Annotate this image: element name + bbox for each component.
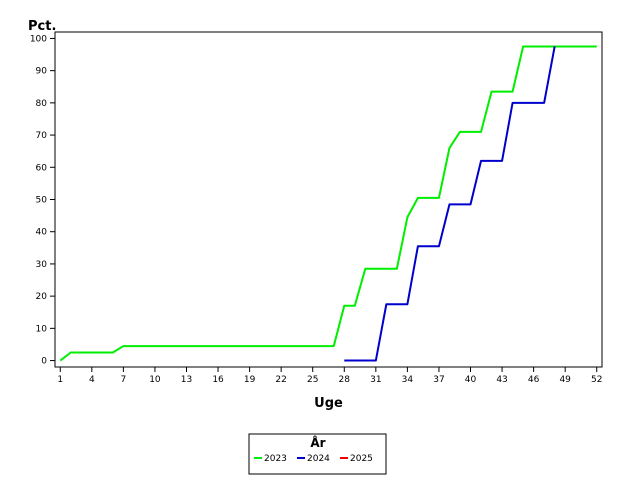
x-tick-label: 40 (465, 375, 477, 385)
legend-title: År (310, 435, 325, 450)
y-tick-label: 80 (36, 99, 48, 109)
x-tick-label: 4 (89, 375, 95, 385)
x-tick-label: 43 (496, 375, 507, 385)
y-tick-label: 10 (36, 324, 48, 334)
series-lines (59, 45, 597, 362)
x-tick-label: 7 (121, 375, 127, 385)
x-tick-label: 46 (528, 375, 540, 385)
x-tick-label: 1 (57, 375, 63, 385)
y-tick-label: 50 (36, 196, 48, 206)
series-line-2023 (59, 45, 597, 362)
x-tick-label: 13 (181, 375, 192, 385)
legend-label-2025: 2025 (350, 454, 373, 464)
x-tick-label: 34 (402, 375, 414, 385)
x-tick-label: 28 (339, 375, 351, 385)
x-tick-label: 22 (275, 375, 286, 385)
plot-area (54, 31, 603, 368)
y-tick-label: 40 (36, 228, 48, 238)
y-tick-label: 0 (41, 357, 47, 367)
legend: År 2023 2024 2025 (248, 433, 387, 475)
x-tick-label: 49 (559, 375, 571, 385)
x-tick-label: 10 (149, 375, 161, 385)
x-axis-label: Uge (314, 396, 343, 411)
legend-label-2023: 2023 (264, 454, 287, 464)
y-tick-label: 100 (30, 34, 47, 44)
y-tick-label: 70 (36, 131, 48, 141)
y-tick-label: 90 (36, 67, 48, 77)
y-axis-ticks: 0 10 20 30 40 50 60 70 80 90 100 (30, 34, 55, 367)
x-axis-ticks: 1 4 7 10 13 16 19 22 25 28 31 34 37 40 43 46 49 52 (57, 367, 602, 385)
x-tick-label: 31 (370, 375, 381, 385)
x-tick-label: 25 (307, 375, 318, 385)
series-line-2024 (344, 46, 556, 362)
x-tick-label: 16 (212, 375, 224, 385)
y-tick-label: 60 (36, 163, 48, 173)
legend-label-2024: 2024 (307, 454, 330, 464)
x-tick-label: 37 (433, 375, 444, 385)
y-tick-label: 20 (36, 292, 48, 302)
y-tick-label: 30 (36, 260, 48, 270)
x-tick-label: 19 (244, 375, 256, 385)
legend-box (248, 433, 387, 475)
y-axis-label: Pct. (28, 19, 56, 34)
x-tick-label: 52 (591, 375, 602, 385)
